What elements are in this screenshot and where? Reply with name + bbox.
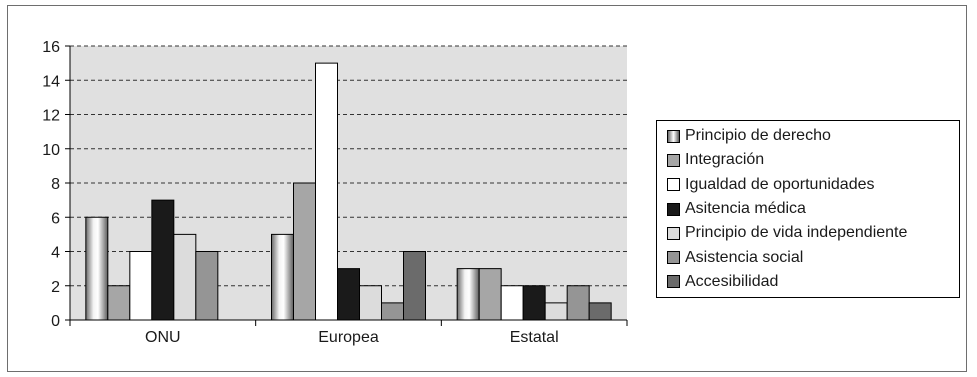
y-tick-label: 8 [51,176,60,193]
legend-label: Principio de derecho [685,127,831,145]
bar [403,251,426,321]
bar [381,302,404,321]
y-tick-label: 14 [42,73,60,90]
legend-swatch [667,226,680,240]
bar [566,285,590,321]
legend-label: Asitencia médica [685,200,806,218]
legend-swatch [667,202,680,216]
legend-item: Igualdad de oportunidades [667,173,959,197]
bar [129,251,153,321]
legend-item: Integración [667,148,959,172]
legend-swatch [667,275,680,289]
bar [271,233,294,321]
y-tick-label: 16 [42,39,60,56]
bar [500,285,524,321]
bar [588,302,612,321]
bar [85,216,109,321]
y-tick-label: 10 [42,142,60,159]
legend-item: Asistencia social [667,245,959,269]
y-tick-label: 4 [51,245,60,262]
legend-swatch [667,153,680,167]
y-tick-label: 0 [51,313,60,330]
y-tick-label: 6 [51,210,60,227]
bar [478,268,502,321]
axes [65,45,628,326]
y-tick-label: 2 [51,279,60,296]
legend-label: Igualdad de oportunidades [685,175,875,193]
bar [544,302,568,321]
legend-swatch [667,251,680,265]
x-tick-label: Estatal [510,329,559,346]
legend-item: Principio de vida independiente [667,221,959,245]
legend-label: Integración [685,151,765,169]
bar [293,182,316,321]
bar [337,268,360,321]
legend-item: Asitencia médica [667,197,959,221]
bar [151,199,175,321]
legend-label: Asistencia social [685,248,804,266]
legend-item: Accesibilidad [667,270,959,294]
bar [359,285,382,321]
tick-labels: 0 2 4 6 8 10 12 14 16 ONU Europea Estatal [42,39,558,346]
bar [195,251,219,321]
bar [173,233,197,321]
legend-item: Principio de derecho [667,124,959,148]
legend: Principio de derecho Integración Igualdad … [656,120,960,298]
x-tick-label: ONU [145,329,181,346]
legend-swatch [667,178,680,192]
bar [107,285,131,321]
x-tick-label: Europea [318,329,379,346]
legend-swatch [667,129,680,143]
bars [85,62,612,321]
legend-label: Principio de vida independiente [685,224,908,242]
legend-label: Accesibilidad [685,272,779,290]
bar [456,268,480,321]
bar [522,285,546,321]
bar [315,62,338,321]
y-tick-label: 12 [42,108,60,125]
